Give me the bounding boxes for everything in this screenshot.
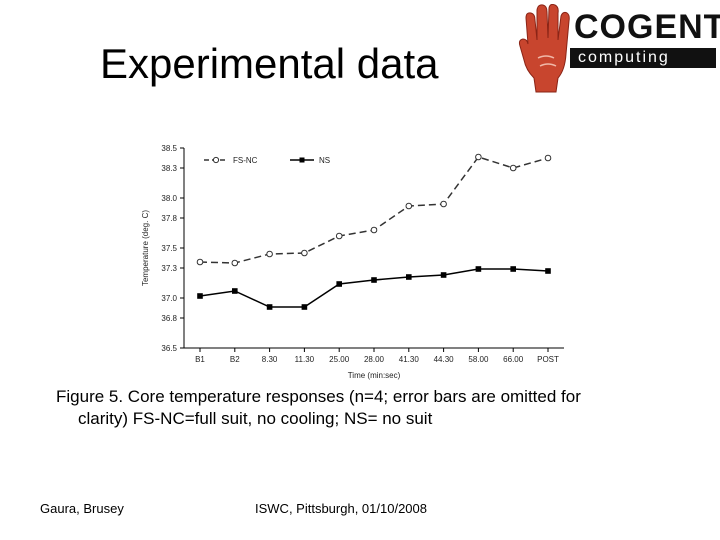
x-tick-label: 11.30 <box>295 355 315 364</box>
data-point-fsnc <box>509 164 517 172</box>
legend: FS-NC NS <box>204 156 330 165</box>
y-tick-label: 37.0 <box>161 294 177 303</box>
caption-line-1: Figure 5. Core temperature responses (n=… <box>56 387 581 406</box>
data-point-fsnc <box>440 200 447 208</box>
y-tick-label: 37.3 <box>161 264 177 273</box>
data-point-ns <box>406 274 412 280</box>
figure-caption: Figure 5. Core temperature responses (n=… <box>56 386 696 430</box>
data-point-ns <box>371 277 377 283</box>
data-point-ns <box>232 288 238 294</box>
series-line-0 <box>199 156 549 264</box>
data-point-ns <box>440 272 447 278</box>
y-tick-label: 38.0 <box>161 194 177 203</box>
data-point-ns <box>545 268 551 274</box>
data-point-ns <box>336 281 342 287</box>
legend-marker <box>299 157 305 163</box>
data-point-fsnc <box>196 258 204 266</box>
caption-line-2: clarity) FS-NC=full suit, no cooling; NS… <box>78 409 433 428</box>
slide-title: Experimental data <box>100 40 439 87</box>
x-tick-label: 28.00 <box>364 355 385 364</box>
data-point-fsnc <box>544 154 552 162</box>
logo-subtitle: computing <box>578 49 670 66</box>
y-tick-label: 37.8 <box>161 214 177 223</box>
series-layer <box>196 153 552 310</box>
series-line-1 <box>199 268 549 308</box>
y-axis-label: Temperature (deg. C) <box>141 210 150 286</box>
x-tick-label: 44.30 <box>434 355 455 364</box>
legend-label: FS-NC <box>233 156 258 165</box>
x-axis-label: Time (min:sec) <box>348 371 401 380</box>
x-tick-label: POST <box>537 355 559 364</box>
data-point-fsnc <box>370 226 378 234</box>
data-point-fsnc <box>405 202 413 210</box>
x-tick-label: B1 <box>195 355 205 364</box>
x-tick-label: 25.00 <box>329 355 350 364</box>
temperature-chart: 36.536.837.037.337.537.838.038.338.5 B1 B… <box>141 144 564 380</box>
data-point-fsnc <box>231 259 239 267</box>
data-point-ns <box>266 304 273 310</box>
data-point-ns <box>510 266 516 272</box>
data-point-fsnc <box>266 250 273 258</box>
y-tick-label: 36.8 <box>161 314 177 323</box>
footer-venue: ISWC, Pittsburgh, 01/10/2008 <box>255 501 427 516</box>
legend-marker <box>212 156 220 164</box>
logo-wordmark: COGENT <box>574 8 720 46</box>
data-point-ns <box>197 293 203 299</box>
x-tick-label: B2 <box>230 355 240 364</box>
x-tick-label: 8.30 <box>262 355 278 364</box>
y-tick-label: 36.5 <box>161 344 177 353</box>
x-tick-label: 58.00 <box>468 355 489 364</box>
cogent-logo: COGENT computing <box>518 4 720 99</box>
y-tick-label: 38.3 <box>161 164 177 173</box>
logo-bar <box>570 48 716 68</box>
data-point-fsnc <box>475 153 482 161</box>
y-tick-label: 38.5 <box>161 144 177 153</box>
x-tick-label: 66.00 <box>503 355 524 364</box>
x-tick-label: 41.30 <box>399 355 420 364</box>
hand-icon <box>518 4 570 93</box>
legend-label: NS <box>319 156 330 165</box>
y-tick-label: 37.5 <box>161 244 177 253</box>
data-point-ns <box>475 266 482 272</box>
x-axis-ticks: B1 B2 8.30 11.30 25.00 28.00 41.30 44.30 58.00 66… <box>195 348 559 364</box>
footer-authors: Gaura, Brusey <box>40 501 124 516</box>
data-point-fsnc <box>335 232 343 240</box>
data-point-ns <box>301 304 308 310</box>
data-point-fsnc <box>301 249 308 257</box>
y-axis-ticks: 36.5 36.8 37.0 37.3 37.5 37.8 38.0 38.3 38.5 <box>161 144 184 353</box>
